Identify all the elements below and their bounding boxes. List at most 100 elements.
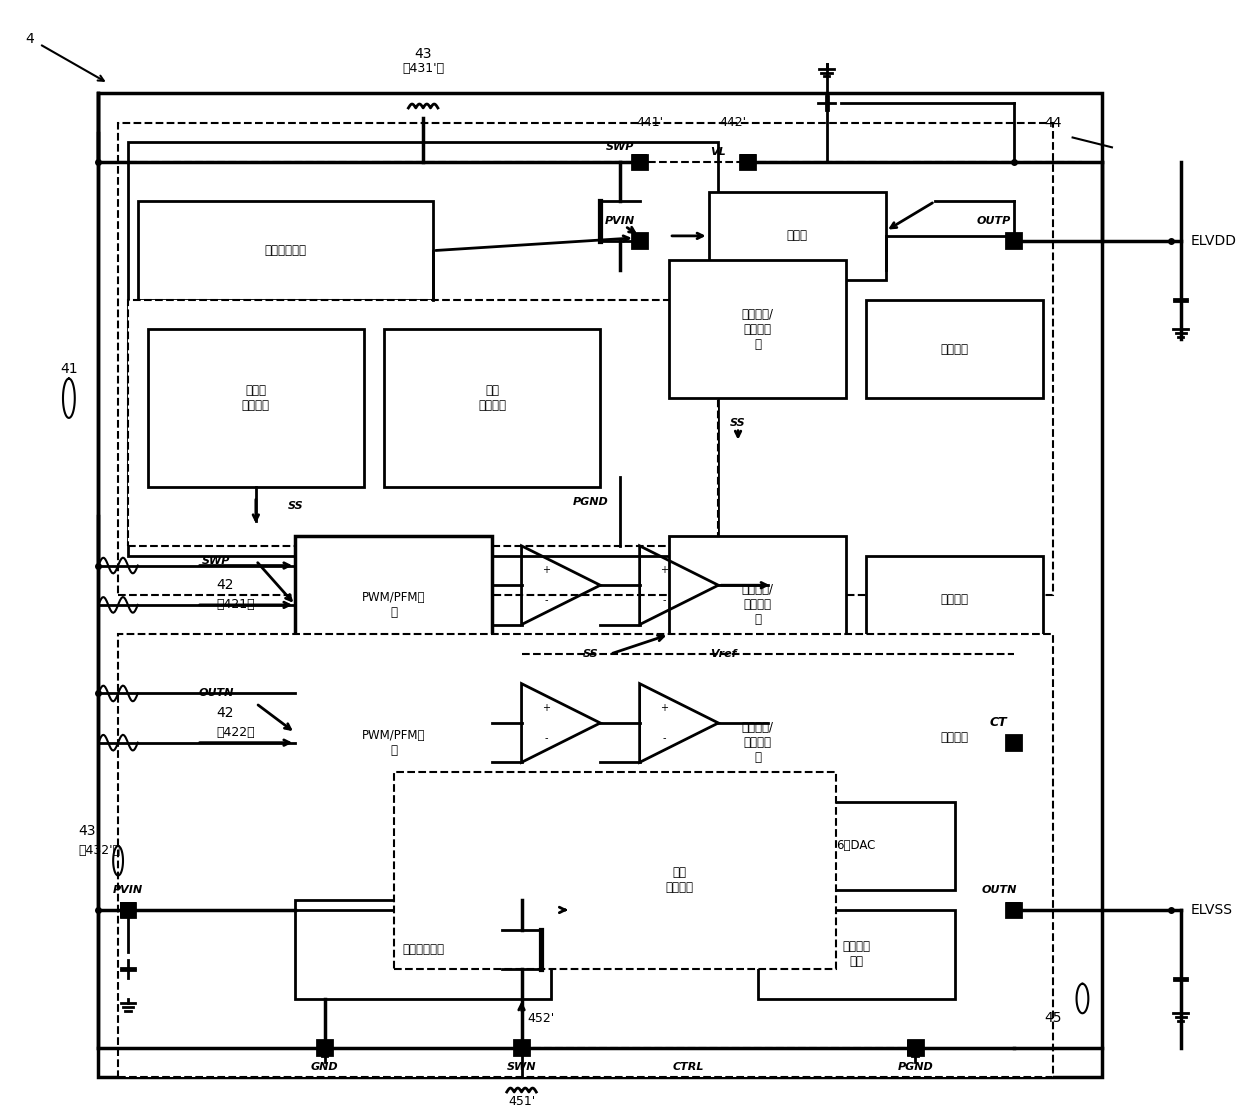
Text: 数字接口
单元: 数字接口 单元 xyxy=(842,941,870,968)
Text: SS: SS xyxy=(583,649,598,659)
Text: +: + xyxy=(660,704,668,714)
Text: 42: 42 xyxy=(217,706,234,720)
Bar xyxy=(118,634,1053,1077)
Text: 43: 43 xyxy=(78,824,97,838)
Text: 栅极
驱动单元: 栅极 驱动单元 xyxy=(477,384,506,412)
Text: +: + xyxy=(542,704,551,714)
Text: 短路保护: 短路保护 xyxy=(940,732,968,744)
Text: 41: 41 xyxy=(60,362,78,375)
Bar xyxy=(1006,735,1022,751)
Text: 短路保护: 短路保护 xyxy=(940,593,968,607)
Text: 441': 441' xyxy=(636,116,663,130)
Text: GND: GND xyxy=(311,1062,339,1072)
Text: 442': 442' xyxy=(719,116,746,130)
Text: CT: CT xyxy=(990,716,1008,729)
Bar xyxy=(1006,233,1021,248)
Bar xyxy=(317,1040,332,1056)
Bar xyxy=(632,155,647,170)
Text: （431'）: （431'） xyxy=(402,63,444,75)
Text: PGND: PGND xyxy=(573,497,609,507)
Text: 452': 452' xyxy=(527,1012,554,1024)
Bar xyxy=(632,233,647,248)
Text: PWM/PFM控
制: PWM/PFM控 制 xyxy=(362,591,425,619)
Text: -: - xyxy=(544,733,548,743)
Text: 42: 42 xyxy=(217,579,234,592)
Bar xyxy=(98,93,1102,1077)
Text: （421）: （421） xyxy=(217,599,255,611)
Text: 43: 43 xyxy=(414,47,432,60)
Text: SWP: SWP xyxy=(202,555,231,565)
Text: 电流检测/
软启动单
元: 电流检测/ 软启动单 元 xyxy=(742,722,774,764)
Bar xyxy=(128,299,718,546)
Text: 栅极
驱动单元: 栅极 驱动单元 xyxy=(665,867,693,895)
Text: CTRL: CTRL xyxy=(673,1062,704,1072)
Text: SWP: SWP xyxy=(606,142,634,152)
Bar xyxy=(118,123,1053,595)
Bar xyxy=(866,555,1043,645)
Text: 电流检测/
软启动单
元: 电流检测/ 软启动单 元 xyxy=(742,583,774,627)
Bar xyxy=(513,1040,529,1056)
Text: SWN: SWN xyxy=(507,1062,536,1072)
Bar xyxy=(631,154,647,170)
Text: ELVSS: ELVSS xyxy=(1190,903,1233,917)
Text: 451': 451' xyxy=(508,1096,536,1108)
Bar xyxy=(138,201,433,299)
Bar xyxy=(1006,735,1021,750)
Text: SS: SS xyxy=(288,502,303,512)
Text: PVIN: PVIN xyxy=(605,216,635,226)
Text: -: - xyxy=(662,733,666,743)
Bar xyxy=(317,1040,332,1056)
Bar xyxy=(148,330,365,487)
Bar xyxy=(515,1040,529,1056)
Text: -: - xyxy=(662,595,666,605)
Bar xyxy=(740,155,755,170)
Bar xyxy=(908,1040,923,1056)
Bar xyxy=(631,233,647,249)
Text: Vref: Vref xyxy=(711,649,737,659)
Text: OUTP: OUTP xyxy=(977,216,1011,226)
Text: +: + xyxy=(542,565,551,575)
Text: +: + xyxy=(660,565,668,575)
Text: 电感感测单元: 电感感测单元 xyxy=(402,943,444,956)
Text: 调节器: 调节器 xyxy=(786,229,807,242)
Bar xyxy=(740,154,755,170)
Text: SS: SS xyxy=(730,418,745,428)
Text: 电流检测/
软启动单
元: 电流检测/ 软启动单 元 xyxy=(742,308,774,351)
Bar xyxy=(128,142,718,555)
Text: PGND: PGND xyxy=(898,1062,932,1072)
Bar xyxy=(758,910,955,999)
Text: （422）: （422） xyxy=(217,726,255,739)
Bar xyxy=(758,802,955,890)
Text: VL: VL xyxy=(711,147,727,157)
Text: 电感感测单元: 电感感测单元 xyxy=(264,245,306,257)
Text: 6位DAC: 6位DAC xyxy=(837,840,875,852)
Bar xyxy=(1006,903,1022,918)
Text: 软启动
生成单元: 软启动 生成单元 xyxy=(242,384,270,412)
Bar xyxy=(670,260,846,399)
Text: -: - xyxy=(544,595,548,605)
Text: OUTN: OUTN xyxy=(981,886,1017,895)
Text: OUTN: OUTN xyxy=(198,688,234,698)
Bar xyxy=(1006,903,1021,917)
Text: 短路保护: 短路保护 xyxy=(940,343,968,355)
Bar xyxy=(866,694,1043,782)
Bar xyxy=(1006,233,1022,249)
Bar xyxy=(295,536,492,674)
Bar xyxy=(670,536,846,674)
Text: 45: 45 xyxy=(1044,1011,1061,1025)
Bar xyxy=(295,900,551,999)
Text: 4: 4 xyxy=(25,32,33,46)
Bar xyxy=(570,802,787,960)
Bar xyxy=(120,903,135,917)
Bar xyxy=(866,299,1043,399)
Text: ELVDD: ELVDD xyxy=(1190,233,1236,248)
Bar xyxy=(383,330,600,487)
Bar xyxy=(908,1040,923,1056)
Bar xyxy=(670,674,846,812)
Text: （432'）: （432'） xyxy=(78,844,120,858)
Text: 44: 44 xyxy=(1044,116,1061,130)
Bar xyxy=(120,903,136,918)
Bar xyxy=(708,192,885,280)
Bar xyxy=(295,674,492,812)
Text: PVIN: PVIN xyxy=(113,886,143,895)
